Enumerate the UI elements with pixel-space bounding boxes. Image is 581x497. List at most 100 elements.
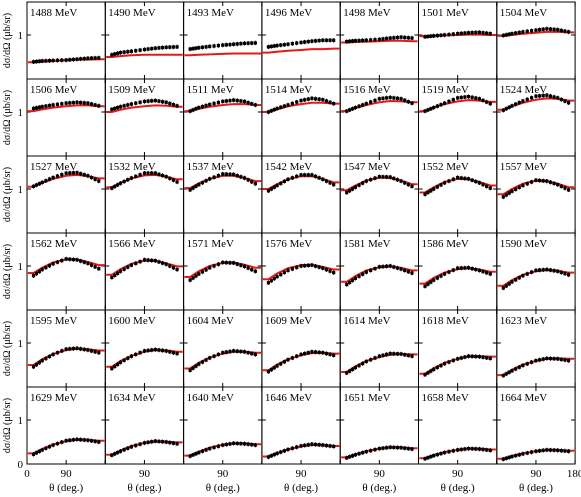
data-point [126,50,130,54]
data-point [545,448,549,452]
data-point [122,358,126,362]
data-point [272,108,276,112]
data-point [44,59,48,63]
panel: 1586 MeV [418,232,498,311]
data-point [79,172,83,176]
data-point [545,267,549,272]
panel-energy-label: 1490 MeV [108,7,155,19]
data-point [122,448,126,452]
data-point [295,265,299,270]
data-point [399,267,403,271]
data-point [228,172,232,176]
data-point [93,177,97,181]
data-point [332,353,336,357]
data-point [556,357,560,361]
data-point [89,349,94,353]
data-point [89,175,94,180]
data-point [447,360,451,364]
data-point [150,348,154,352]
data-point [485,356,489,360]
data-point [357,274,361,278]
data-point [246,41,250,45]
data-point [157,172,161,176]
data-point [521,452,525,456]
data-point [37,269,41,274]
data-point [129,354,133,358]
data-point [348,189,352,193]
y-tick-label: 1 [18,30,24,42]
data-point [525,29,529,33]
data-point [406,270,410,274]
data-point [517,276,521,280]
data-point [385,352,389,357]
data-point [324,99,329,103]
data-point [250,102,254,106]
data-point [194,274,198,278]
data-point [504,456,508,460]
data-point [228,261,232,265]
data-point [221,443,225,447]
data-point [221,172,225,176]
data-point [353,39,358,43]
panel: 1623 MeV [496,309,576,388]
data-point [364,450,368,454]
data-point [269,279,273,283]
panel: 1614 MeV [339,309,420,388]
data-point [488,448,492,452]
panel-energy-label: 1581 MeV [343,238,390,250]
data-point [403,181,407,185]
data-point [303,173,307,177]
data-point [295,354,299,358]
panel-energy-label: 1604 MeV [187,315,234,327]
data-point [208,447,212,451]
data-point [559,449,563,453]
data-point [110,453,114,457]
data-point [537,94,542,98]
data-point [200,45,205,49]
data-point [517,365,521,369]
data-point [510,369,514,373]
data-point [410,101,414,105]
data-point [44,356,48,361]
data-point [295,100,299,104]
data-point [235,174,239,178]
data-point [350,187,355,191]
panel-energy-label: 1519 MeV [422,84,469,96]
data-point [474,96,478,100]
data-point [51,443,55,447]
data-point [357,104,361,108]
data-point [373,38,377,42]
data-point [373,448,377,452]
data-point [432,278,436,282]
data-point [429,369,433,373]
data-point [126,178,130,182]
data-point [429,189,433,193]
data-point [403,446,407,450]
data-point [224,350,228,354]
data-point [563,99,567,103]
data-point [429,34,433,38]
data-point [429,280,433,284]
panel-energy-label: 1542 MeV [265,161,312,173]
data-point [306,443,310,447]
panel: 1501 MeV [418,1,498,80]
data-point [286,103,290,107]
data-point [451,358,455,363]
data-point [197,106,201,110]
data-point [443,181,447,185]
data-point [463,447,467,451]
data-point [153,171,157,175]
data-point [395,96,400,100]
data-point [477,268,481,272]
data-point [64,101,68,105]
data-point [306,97,310,101]
panel: 1566 MeV [104,232,185,311]
data-point [443,272,447,276]
data-point [239,175,243,179]
data-point [313,442,318,447]
data-point [224,261,228,265]
data-point [406,447,410,451]
data-point [138,351,142,355]
data-point [55,260,60,264]
data-point [504,284,508,288]
